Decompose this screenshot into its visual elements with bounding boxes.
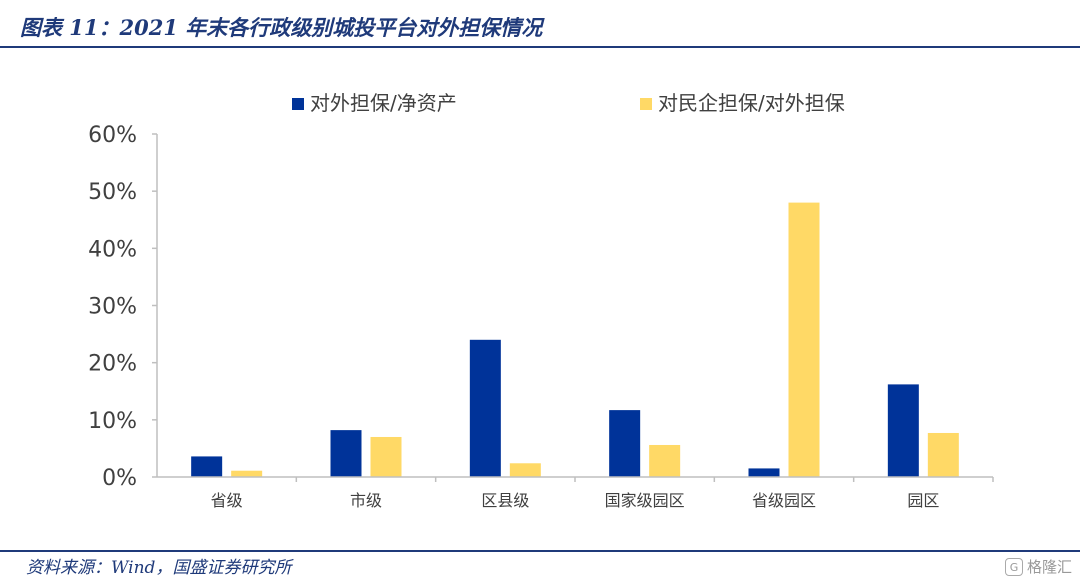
x-category-label: 省级园区 bbox=[752, 491, 816, 510]
x-category-label: 省级 bbox=[211, 491, 243, 510]
bar-series-1 bbox=[887, 384, 919, 477]
watermark-logo-icon: G bbox=[1004, 557, 1023, 576]
bar-series-1 bbox=[330, 430, 362, 477]
bar-series-1 bbox=[469, 339, 501, 477]
x-axis-categories: 省级 市级 区县级 国家级园区 省级园区 园区 bbox=[211, 477, 994, 510]
legend-label-2: 对民企担保/对外担保 bbox=[658, 91, 845, 115]
bar-series-2 bbox=[231, 470, 263, 477]
x-category-label: 园区 bbox=[907, 491, 939, 510]
y-tick-label: 20% bbox=[88, 352, 137, 377]
y-tick-label: 60% bbox=[88, 123, 137, 148]
legend-swatch-1 bbox=[292, 98, 304, 110]
y-tick-label: 0% bbox=[102, 466, 137, 491]
bar-series-2 bbox=[649, 444, 681, 477]
bar-series-2 bbox=[927, 432, 959, 477]
bar-series-2 bbox=[509, 463, 541, 477]
bar-series-1 bbox=[609, 410, 641, 477]
x-category-label: 国家级园区 bbox=[605, 491, 685, 510]
y-tick-label: 10% bbox=[88, 409, 137, 434]
bars bbox=[191, 202, 959, 477]
source-note: 资料来源：Wind，国盛证券研究所 bbox=[26, 558, 292, 578]
y-tick-label: 30% bbox=[88, 295, 137, 320]
y-tick-label: 50% bbox=[88, 180, 137, 205]
watermark: G 格隆汇 bbox=[1004, 556, 1072, 577]
y-axis-ticks: 0% 10% 20% 30% 40% 50% 60% bbox=[88, 123, 157, 491]
y-tick-label: 40% bbox=[88, 237, 137, 262]
bar-series-1 bbox=[191, 456, 223, 477]
x-category-label: 区县级 bbox=[481, 491, 529, 510]
watermark-text: 格隆汇 bbox=[1026, 558, 1072, 576]
legend-swatch-2 bbox=[640, 98, 652, 110]
legend: 对外担保/净资产 对民企担保/对外担保 bbox=[292, 91, 845, 115]
x-category-label: 市级 bbox=[350, 491, 382, 510]
source-rule bbox=[0, 550, 1080, 552]
title-rule bbox=[0, 46, 1080, 48]
bar-series-1 bbox=[748, 468, 780, 477]
bar-series-2 bbox=[370, 436, 402, 477]
figure-title: 图表 11：2021 年末各行政级别城投平台对外担保情况 bbox=[20, 15, 543, 40]
legend-label-1: 对外担保/净资产 bbox=[310, 91, 457, 115]
bar-chart: 对外担保/净资产 对民企担保/对外担保 0%10%20%30%40%50%60% … bbox=[88, 91, 994, 510]
bar-series-2 bbox=[788, 202, 820, 477]
